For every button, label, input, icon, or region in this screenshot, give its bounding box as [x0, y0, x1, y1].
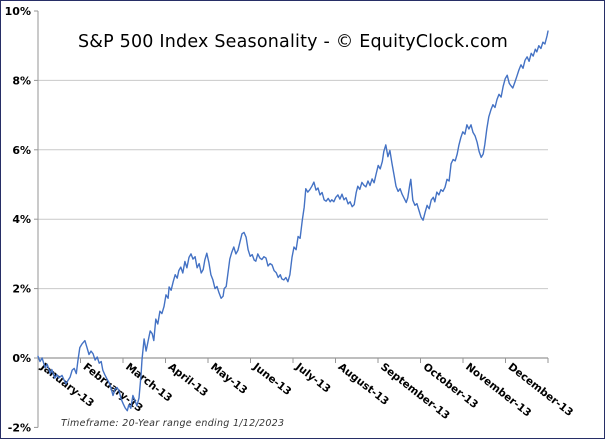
timeframe-footnote: Timeframe: 20-Year range ending 1/12/202…	[61, 418, 285, 429]
y-tick-label: 0%	[12, 352, 31, 365]
y-tick-label: 10%	[5, 5, 31, 18]
y-tick-label: 2%	[12, 283, 31, 296]
seasonality-line	[37, 30, 549, 412]
y-tick-label: -2%	[8, 421, 31, 434]
x-axis-labels: January-13February-13March-13April-13May…	[37, 360, 575, 422]
x-axis-ticks	[37, 358, 549, 363]
month-label: May-13	[208, 361, 249, 397]
month-label: July-13	[292, 360, 332, 395]
gridlines	[34, 10, 548, 428]
y-tick-label: 4%	[12, 213, 31, 226]
y-axis-labels: 10% 8% 6% 4% 2% 0% -2%	[5, 5, 31, 434]
month-label: June-13	[250, 360, 294, 398]
y-tick-label: 6%	[12, 144, 31, 157]
chart-title: S&P 500 Index Seasonality - © EquityCloc…	[77, 32, 509, 52]
y-tick-label: 8%	[12, 74, 31, 87]
